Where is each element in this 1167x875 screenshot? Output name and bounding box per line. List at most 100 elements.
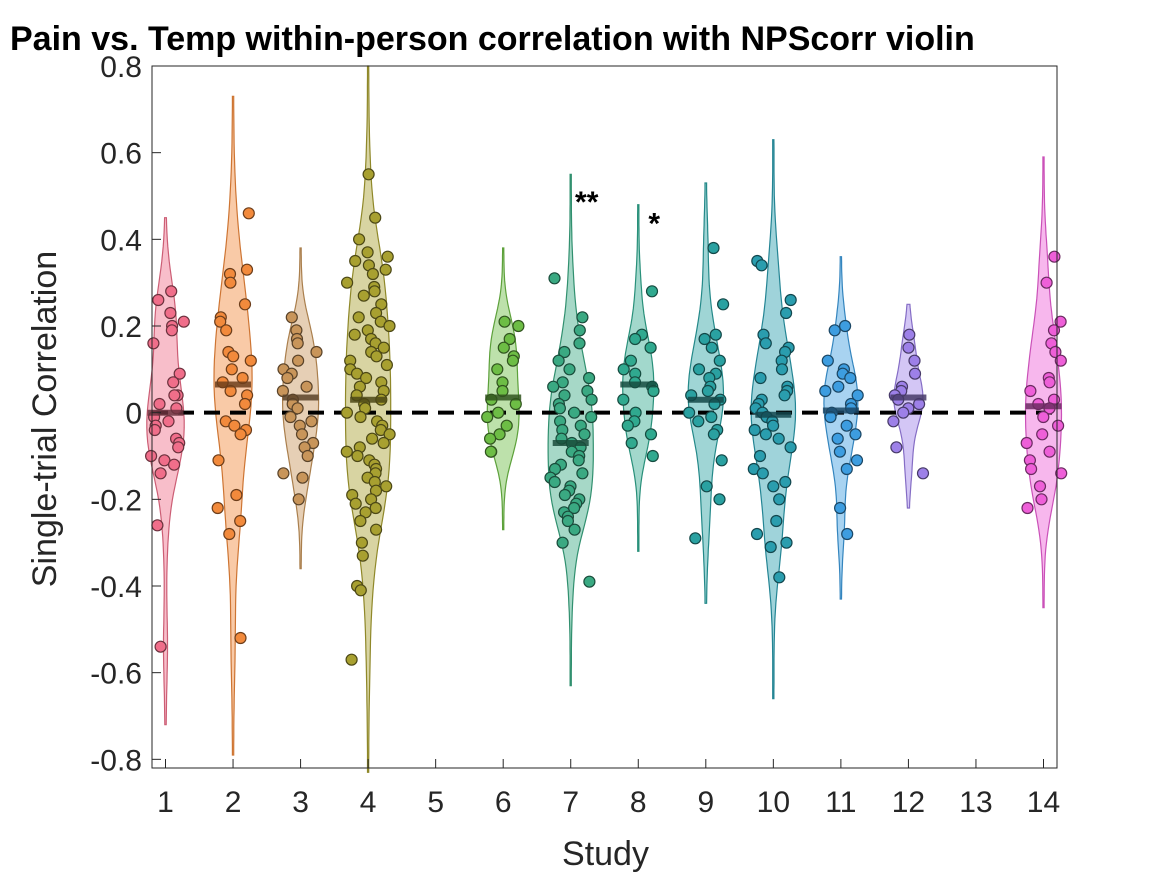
data-point-study-3: [281, 371, 294, 385]
data-point-study-9: [707, 241, 720, 255]
data-point-study-6: [484, 432, 497, 445]
y-tick-label: -0.4: [90, 571, 142, 604]
data-point-study-4: [340, 445, 353, 458]
x-tick-label: 7: [562, 786, 579, 819]
data-point-study-10: [784, 293, 797, 307]
data-point-study-12: [897, 406, 910, 419]
x-tick-label: 8: [630, 786, 647, 819]
data-point-study-8: [644, 428, 658, 441]
data-point-study-7: [578, 428, 591, 441]
data-point-study-7: [563, 363, 576, 376]
data-point-study-4: [349, 254, 362, 268]
data-point-study-9: [692, 415, 705, 428]
data-point-study-7: [547, 380, 560, 393]
data-point-study-7: [561, 514, 575, 528]
data-point-study-4: [345, 653, 358, 666]
data-point-study-4: [370, 523, 383, 536]
data-point-study-2: [234, 631, 247, 645]
data-point-study-4: [351, 449, 364, 463]
data-point-study-10: [779, 475, 792, 489]
data-point-study-12: [902, 341, 915, 354]
data-point-study-2: [223, 527, 236, 541]
y-axis-label: Single-trial Correlation: [26, 251, 64, 587]
data-point-study-14: [1040, 276, 1053, 289]
data-point-study-4: [360, 371, 373, 385]
data-point-study-12: [908, 367, 922, 380]
data-point-study-4: [352, 311, 365, 324]
data-point-study-7: [573, 324, 586, 337]
x-tick-label: 13: [959, 786, 992, 819]
data-point-study-4: [355, 536, 368, 549]
y-tick-label: -0.8: [90, 744, 142, 777]
data-point-study-2: [212, 454, 225, 467]
data-point-study-7: [548, 475, 561, 489]
data-point-study-12: [890, 441, 903, 454]
data-point-study-7: [583, 575, 596, 588]
data-point-study-9: [709, 328, 722, 341]
data-point-study-9: [716, 298, 730, 311]
data-point-study-11: [833, 501, 847, 515]
data-point-study-7: [585, 410, 598, 424]
data-point-study-4: [356, 549, 369, 562]
data-point-study-3: [285, 311, 298, 324]
data-point-study-12: [908, 354, 921, 367]
data-point-study-11: [832, 380, 845, 393]
data-point-study-1: [153, 397, 166, 411]
data-point-study-14: [1054, 315, 1067, 328]
data-point-study-2: [244, 354, 257, 367]
data-point-study-10: [759, 428, 773, 441]
data-point-study-10: [756, 467, 769, 480]
data-point-study-14: [1037, 410, 1050, 424]
data-point-study-4: [349, 497, 362, 510]
data-point-study-10: [767, 480, 780, 493]
violins-layer: [146, 65, 1063, 773]
data-point-study-9: [692, 363, 706, 376]
data-point-study-1: [152, 293, 165, 307]
data-point-study-1: [165, 285, 178, 298]
data-point-study-14: [1035, 493, 1048, 506]
data-point-study-10: [764, 540, 777, 554]
data-point-study-1: [151, 519, 164, 532]
data-point-study-3: [292, 493, 305, 506]
data-point-study-12: [887, 415, 900, 428]
data-point-study-4: [381, 250, 394, 263]
data-point-study-4: [370, 350, 383, 363]
medians-layer: [147, 381, 1062, 446]
data-point-study-3: [284, 410, 297, 424]
data-point-study-1: [154, 640, 167, 653]
data-point-study-9: [705, 341, 718, 354]
data-point-study-10: [766, 419, 780, 432]
data-point-study-2: [225, 363, 238, 376]
data-point-study-7: [548, 272, 561, 285]
data-point-study-4: [354, 410, 367, 424]
data-point-study-9: [700, 480, 713, 493]
data-point-study-1: [177, 315, 190, 328]
data-point-study-4: [354, 514, 367, 528]
x-tick-label: 3: [292, 786, 309, 819]
data-point-study-4: [353, 233, 366, 246]
data-point-study-14: [1047, 324, 1061, 337]
significance-annotation: **: [575, 186, 599, 219]
data-point-study-7: [585, 393, 598, 406]
violin-study-7: [547, 173, 594, 687]
data-point-study-11: [841, 527, 854, 541]
data-point-study-7: [558, 345, 571, 359]
data-point-study-8: [625, 436, 638, 450]
data-point-study-8: [645, 285, 659, 298]
data-point-study-14: [1054, 354, 1067, 367]
data-point-study-9: [701, 384, 715, 398]
data-point-study-10: [780, 536, 793, 549]
data-point-study-12: [916, 467, 930, 480]
data-point-study-7: [556, 536, 569, 549]
data-point-study-10: [753, 449, 767, 463]
data-point-study-4: [366, 432, 379, 445]
y-tick-label: 0.6: [100, 138, 142, 171]
x-tick-label: 9: [697, 786, 714, 819]
violin-study-14: [1024, 156, 1063, 609]
data-point-study-4: [368, 285, 381, 298]
data-point-study-1: [147, 337, 160, 350]
data-point-study-4: [357, 289, 370, 302]
data-point-study-8: [621, 419, 634, 432]
x-tick-label: 11: [825, 786, 856, 819]
x-tick-label: 14: [1027, 786, 1060, 819]
